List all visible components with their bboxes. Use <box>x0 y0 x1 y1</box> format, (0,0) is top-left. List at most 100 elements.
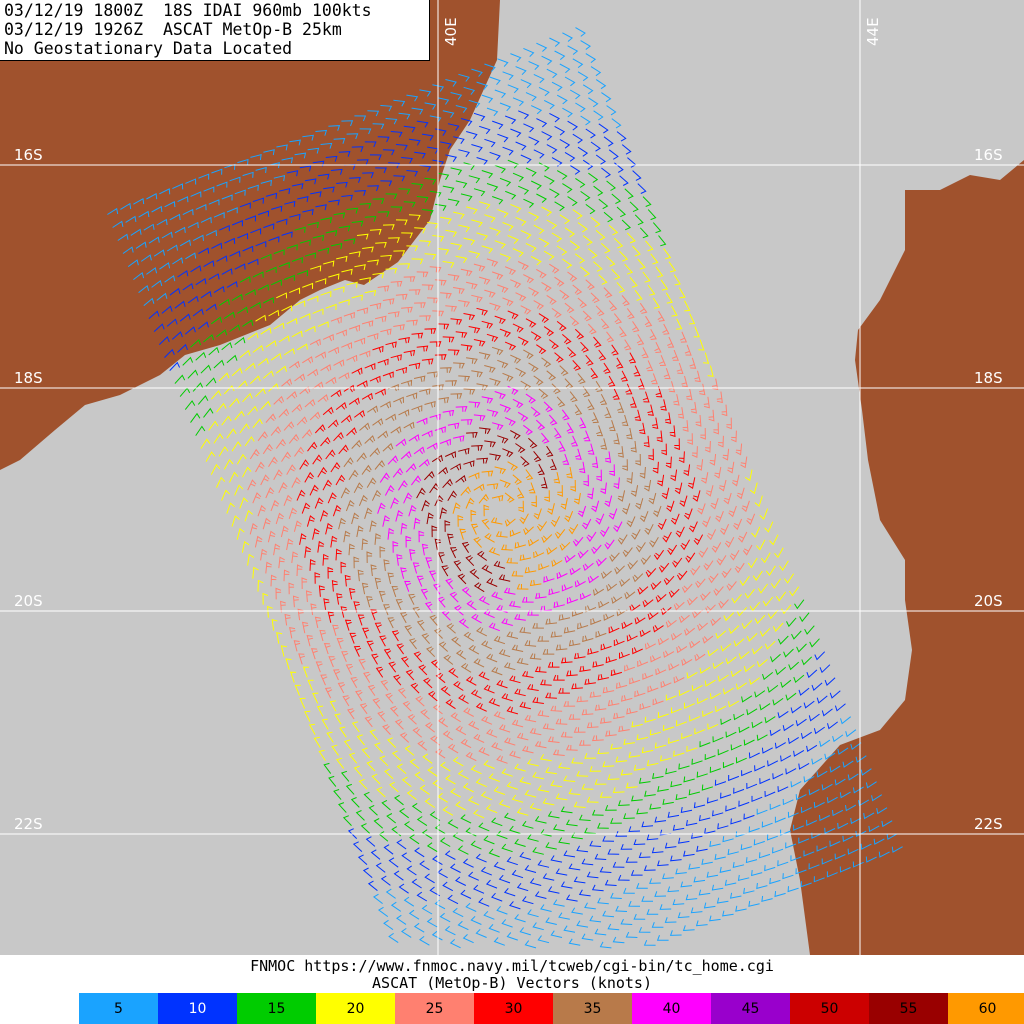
wind-barb <box>153 249 165 257</box>
wind-barb <box>414 847 425 858</box>
wind-barb <box>613 477 620 490</box>
wind-barb <box>650 253 659 265</box>
wind-barb <box>470 689 482 699</box>
wind-barb <box>588 172 599 183</box>
wind-barb <box>317 394 329 403</box>
wind-barb <box>484 214 496 223</box>
wind-barb <box>377 502 386 514</box>
wind-barb <box>469 568 480 580</box>
wind-barb <box>291 183 304 190</box>
wind-barb <box>685 894 698 901</box>
wind-barb <box>642 271 651 283</box>
wind-barb <box>327 611 335 623</box>
wind-barb <box>280 600 286 613</box>
wind-barb <box>485 879 498 889</box>
wind-barb <box>636 883 648 889</box>
wind-barb <box>620 769 633 776</box>
wind-barb <box>296 343 308 351</box>
wind-barb <box>382 442 394 452</box>
wind-barb <box>698 889 711 896</box>
wind-barb <box>403 276 416 282</box>
wind-barb <box>242 171 254 178</box>
wind-barb <box>378 590 386 603</box>
wind-barb <box>489 378 501 387</box>
wind-barb <box>556 571 568 580</box>
wind-barb <box>657 518 667 530</box>
wind-barb <box>533 224 545 235</box>
wind-barb <box>363 671 371 683</box>
wind-barb <box>254 535 263 548</box>
wind-barb <box>785 842 797 849</box>
wind-barb <box>473 809 485 819</box>
wind-barb <box>205 229 217 236</box>
wind-barb <box>291 257 303 264</box>
wind-barb <box>535 419 546 431</box>
wind-barb <box>120 202 132 210</box>
wind-barb <box>655 386 663 398</box>
wind-barb <box>276 292 288 299</box>
wind-barb <box>338 299 350 306</box>
wind-barb <box>335 474 346 486</box>
wind-barb <box>827 721 838 730</box>
wind-barb <box>669 425 676 438</box>
wind-barb <box>229 397 240 408</box>
wind-barb <box>304 710 311 722</box>
wind-barb <box>380 105 393 112</box>
wind-barb <box>729 549 740 561</box>
wind-barb <box>705 604 716 614</box>
wind-barb <box>447 349 460 356</box>
wind-barb <box>341 651 349 663</box>
wind-barb <box>573 727 586 733</box>
wind-barb <box>855 830 867 837</box>
wind-barb <box>551 559 563 567</box>
wind-barb <box>564 302 575 314</box>
wind-barb <box>590 141 601 152</box>
wind-barb <box>249 375 261 384</box>
wind-barb <box>371 489 382 501</box>
wind-barb <box>621 621 633 630</box>
wind-barb <box>584 753 596 759</box>
wind-barb <box>312 528 320 540</box>
wind-barb <box>437 97 450 105</box>
wind-barb <box>587 399 595 411</box>
wind-barb <box>514 688 526 697</box>
wind-barb <box>642 672 654 680</box>
wind-barb <box>691 758 703 765</box>
wind-barb <box>751 795 763 803</box>
wind-barb <box>525 469 534 481</box>
wind-barb <box>377 430 389 439</box>
wind-barb <box>278 187 291 194</box>
wind-barb <box>351 146 364 153</box>
wind-barb <box>389 781 399 793</box>
wind-barb <box>390 901 402 912</box>
wind-barb <box>540 679 552 686</box>
wind-barb <box>341 342 353 350</box>
wind-barb <box>493 711 506 720</box>
wind-barb <box>302 666 309 678</box>
wind-barb <box>494 164 506 174</box>
wind-barb <box>590 367 599 379</box>
wind-barb <box>314 572 321 584</box>
wind-barb <box>263 297 275 304</box>
wind-barb <box>653 549 665 561</box>
wind-barb <box>571 907 583 915</box>
wind-barb <box>680 881 693 888</box>
wind-barb <box>523 274 535 284</box>
wind-barb <box>579 417 587 429</box>
wind-barb <box>744 588 755 599</box>
wind-barb <box>400 379 413 387</box>
wind-barb <box>200 216 212 224</box>
wind-barb <box>453 680 464 691</box>
wind-barb <box>703 396 710 409</box>
wind-barb <box>677 407 685 419</box>
wind-barb <box>241 540 250 553</box>
wind-barb <box>416 816 428 827</box>
wind-barb <box>359 703 368 715</box>
wind-barb <box>328 775 337 787</box>
wind-barb <box>478 671 490 681</box>
wind-barb <box>372 698 381 709</box>
wind-barb <box>402 700 412 712</box>
wind-barb <box>556 94 568 105</box>
wind-barb <box>761 821 773 828</box>
wind-barb <box>437 172 450 180</box>
